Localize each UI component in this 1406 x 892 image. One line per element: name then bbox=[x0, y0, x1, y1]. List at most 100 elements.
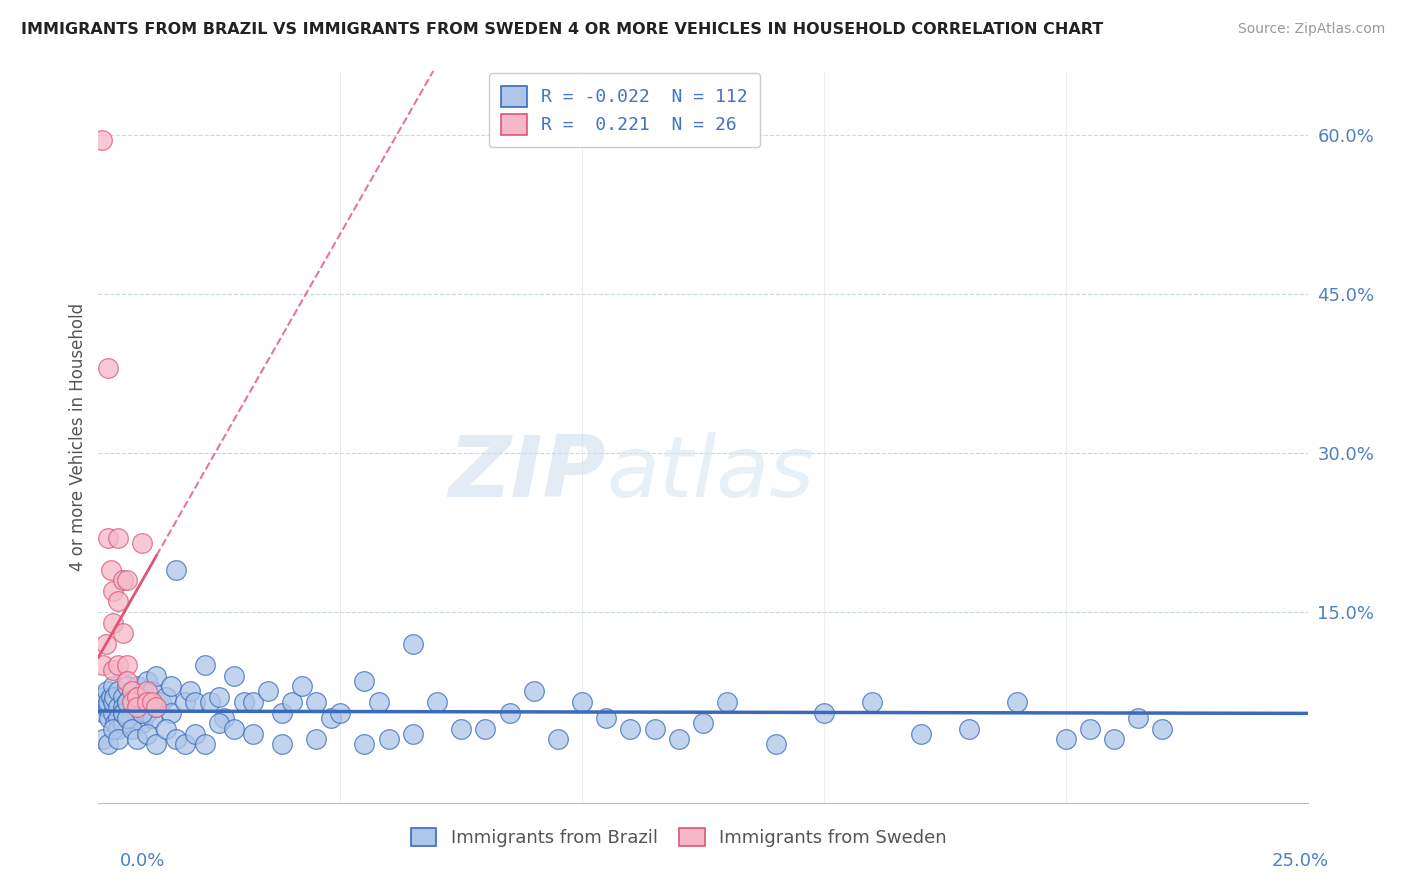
Text: 25.0%: 25.0% bbox=[1271, 852, 1329, 870]
Point bbox=[101, 722, 124, 736]
Point bbox=[121, 695, 143, 709]
Point bbox=[1102, 732, 1125, 747]
Point bbox=[165, 563, 187, 577]
Point bbox=[145, 668, 167, 682]
Point bbox=[131, 690, 153, 704]
Point bbox=[368, 695, 391, 709]
Point bbox=[145, 738, 167, 752]
Point bbox=[179, 684, 201, 698]
Point bbox=[96, 684, 118, 698]
Point bbox=[222, 722, 245, 736]
Point bbox=[155, 722, 177, 736]
Point bbox=[145, 700, 167, 714]
Point bbox=[160, 706, 183, 720]
Point bbox=[150, 695, 173, 709]
Point bbox=[111, 706, 134, 720]
Point bbox=[91, 690, 114, 704]
Point bbox=[160, 679, 183, 693]
Point bbox=[135, 727, 157, 741]
Point bbox=[135, 695, 157, 709]
Point bbox=[692, 716, 714, 731]
Point bbox=[208, 690, 231, 704]
Point bbox=[111, 690, 134, 704]
Point bbox=[232, 695, 254, 709]
Point bbox=[644, 722, 666, 736]
Point bbox=[107, 711, 129, 725]
Point bbox=[111, 573, 134, 587]
Point bbox=[135, 684, 157, 698]
Point bbox=[111, 706, 134, 720]
Point bbox=[107, 722, 129, 736]
Point bbox=[212, 711, 235, 725]
Point bbox=[208, 716, 231, 731]
Point bbox=[242, 695, 264, 709]
Text: Source: ZipAtlas.com: Source: ZipAtlas.com bbox=[1237, 22, 1385, 37]
Point bbox=[111, 716, 134, 731]
Point bbox=[91, 695, 114, 709]
Point bbox=[910, 727, 932, 741]
Point bbox=[595, 711, 617, 725]
Point bbox=[281, 695, 304, 709]
Point bbox=[165, 732, 187, 747]
Point bbox=[131, 716, 153, 731]
Point bbox=[1054, 732, 1077, 747]
Point bbox=[107, 684, 129, 698]
Point bbox=[329, 706, 352, 720]
Point bbox=[131, 706, 153, 720]
Point bbox=[474, 722, 496, 736]
Text: atlas: atlas bbox=[606, 432, 814, 516]
Point bbox=[353, 673, 375, 688]
Point bbox=[184, 727, 207, 741]
Text: 0.0%: 0.0% bbox=[120, 852, 165, 870]
Point bbox=[402, 727, 425, 741]
Point bbox=[127, 679, 149, 693]
Point bbox=[131, 536, 153, 550]
Point bbox=[107, 594, 129, 608]
Point bbox=[107, 732, 129, 747]
Point bbox=[198, 695, 221, 709]
Point bbox=[91, 133, 114, 147]
Point bbox=[290, 679, 312, 693]
Point bbox=[155, 690, 177, 704]
Point bbox=[117, 679, 139, 693]
Point bbox=[426, 695, 449, 709]
Point bbox=[117, 573, 139, 587]
Point bbox=[141, 711, 163, 725]
Point bbox=[184, 695, 207, 709]
Point bbox=[135, 706, 157, 720]
Point bbox=[101, 706, 124, 720]
Point bbox=[305, 695, 328, 709]
Point bbox=[1152, 722, 1174, 736]
Point bbox=[91, 658, 114, 673]
Point bbox=[117, 695, 139, 709]
Point bbox=[101, 679, 124, 693]
Point bbox=[957, 722, 980, 736]
Point bbox=[1128, 711, 1150, 725]
Point bbox=[101, 615, 124, 630]
Point bbox=[121, 684, 143, 698]
Point bbox=[860, 695, 883, 709]
Point bbox=[271, 706, 294, 720]
Point bbox=[121, 695, 143, 709]
Point bbox=[94, 700, 117, 714]
Point bbox=[107, 658, 129, 673]
Point bbox=[319, 711, 342, 725]
Point bbox=[353, 738, 375, 752]
Y-axis label: 4 or more Vehicles in Household: 4 or more Vehicles in Household bbox=[69, 303, 87, 571]
Point bbox=[194, 738, 217, 752]
Point bbox=[571, 695, 593, 709]
Text: ZIP: ZIP bbox=[449, 432, 606, 516]
Point bbox=[111, 700, 134, 714]
Point bbox=[127, 732, 149, 747]
Legend: Immigrants from Brazil, Immigrants from Sweden: Immigrants from Brazil, Immigrants from … bbox=[402, 819, 956, 856]
Point bbox=[100, 690, 122, 704]
Point bbox=[97, 695, 120, 709]
Point bbox=[716, 695, 738, 709]
Point bbox=[305, 732, 328, 747]
Point bbox=[127, 690, 149, 704]
Point bbox=[402, 637, 425, 651]
Point bbox=[222, 668, 245, 682]
Point bbox=[271, 738, 294, 752]
Point bbox=[127, 700, 149, 714]
Point bbox=[94, 637, 117, 651]
